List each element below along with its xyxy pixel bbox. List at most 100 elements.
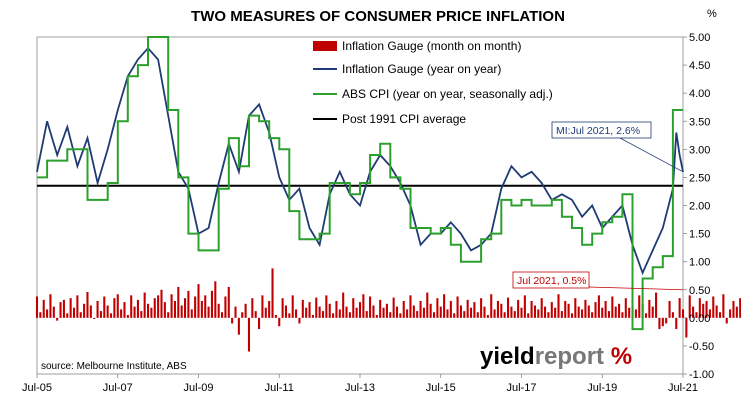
mom-bar <box>392 297 395 318</box>
mom-bar <box>103 296 106 318</box>
mom-bar <box>685 317 688 338</box>
mom-bar <box>597 295 600 318</box>
mom-bar <box>348 312 351 318</box>
mom-bar <box>372 305 375 318</box>
mom-bar <box>264 307 267 318</box>
mom-bar <box>66 313 69 318</box>
mom-bar <box>123 302 126 318</box>
mom-bar <box>732 300 735 318</box>
legend-label-abs: ABS CPI (year on year, seasonally adj.) <box>342 87 553 101</box>
mom-bar <box>725 317 728 324</box>
brand-wordmark: yieldreport % <box>480 343 632 370</box>
legend-label-yoy: Inflation Gauge (year on year) <box>342 62 501 76</box>
y-tick-label: 3.00 <box>689 144 710 156</box>
mom-bar <box>46 309 49 318</box>
mom-bar <box>49 294 52 318</box>
mom-bar <box>72 307 76 318</box>
mom-bar <box>86 291 89 318</box>
mom-bar <box>480 298 483 318</box>
mom-bar <box>416 311 419 318</box>
mom-bar <box>89 305 92 318</box>
mom-bar <box>432 312 436 318</box>
mom-bar <box>544 306 547 318</box>
mom-bar <box>217 303 220 318</box>
y-unit-label: % <box>707 8 717 20</box>
mom-bar <box>658 317 661 330</box>
mom-bar <box>99 311 102 318</box>
mom-bar <box>436 298 439 318</box>
mom-bar <box>570 313 574 318</box>
y-tick-label: 0.00 <box>689 313 710 325</box>
mom-bar <box>52 306 55 318</box>
mom-bar <box>486 315 489 318</box>
mom-bar <box>395 306 399 318</box>
mom-bar <box>227 286 230 318</box>
mom-bar <box>291 295 294 318</box>
legend-label-mom: Inflation Gauge (month on month) <box>342 39 521 53</box>
mom-bar <box>490 294 493 318</box>
x-tick-label: Jul-15 <box>426 382 456 394</box>
legend-swatch-mom <box>313 41 337 51</box>
x-tick-label: Jul-07 <box>103 382 133 394</box>
x-tick-label: Jul-11 <box>265 382 294 394</box>
mom-bar <box>126 315 129 318</box>
mom-bar <box>506 297 510 318</box>
mom-bar <box>237 317 240 335</box>
mom-bar <box>443 294 446 318</box>
mom-bar <box>295 309 298 318</box>
y-tick-label: 4.00 <box>689 88 710 100</box>
mom-bar <box>655 292 658 318</box>
mom-bar <box>221 312 224 318</box>
brand-symbol: % <box>611 343 632 370</box>
y-tick-label: 1.00 <box>689 257 710 269</box>
mom-bar <box>335 300 338 318</box>
mom-bar <box>692 306 695 318</box>
mom-bar <box>355 307 358 318</box>
series-line-abs-cpi <box>37 36 683 331</box>
mom-bar <box>523 295 526 318</box>
mom-bar <box>261 295 264 318</box>
mom-bar <box>254 311 257 318</box>
y-tick-label: 4.50 <box>689 60 710 72</box>
mom-bar <box>183 298 187 318</box>
legend-label-avg: Post 1991 CPI average <box>342 112 466 126</box>
mom-bar <box>463 311 466 318</box>
mom-bar <box>274 315 277 318</box>
mom-bar <box>318 306 321 318</box>
mom-bar <box>483 306 486 318</box>
mom-bar <box>574 298 577 318</box>
mom-bar <box>231 317 234 324</box>
annotation-mi-text: MI:Jul 2021, 2.6% <box>556 125 640 137</box>
mom-bar <box>116 294 119 318</box>
mom-bar <box>735 306 738 318</box>
mom-bar <box>207 306 210 318</box>
mom-bar <box>513 311 516 318</box>
mom-bar <box>362 294 365 318</box>
mom-bar <box>675 317 678 330</box>
mom-bar <box>194 296 197 318</box>
mom-bar <box>177 286 180 318</box>
y-tick-label: 2.00 <box>689 201 710 213</box>
mom-bar <box>258 317 261 330</box>
mom-bar <box>564 300 567 318</box>
mom-bar <box>35 296 39 318</box>
mom-bar <box>234 306 237 318</box>
y-tick-label: -1.00 <box>689 369 714 381</box>
mom-bar <box>715 305 718 318</box>
mom-bar <box>708 309 711 318</box>
mom-bar <box>695 312 698 318</box>
mom-bar <box>510 306 513 318</box>
mom-bar <box>611 296 614 318</box>
mom-bar <box>718 312 722 318</box>
mom-bar <box>688 295 691 318</box>
mom-bar <box>429 303 432 318</box>
mom-bar <box>722 294 725 318</box>
mom-bar <box>560 311 563 318</box>
mom-bar <box>224 296 227 318</box>
y-axis-ticks: 5.00 4.50 4.00 3.50 3.00 2.50 2.00 1.50 1.00 0.50… <box>683 32 714 381</box>
mom-bar <box>594 302 597 318</box>
mom-bar <box>251 298 254 318</box>
mom-bar <box>315 297 318 318</box>
mom-bar <box>204 295 207 318</box>
